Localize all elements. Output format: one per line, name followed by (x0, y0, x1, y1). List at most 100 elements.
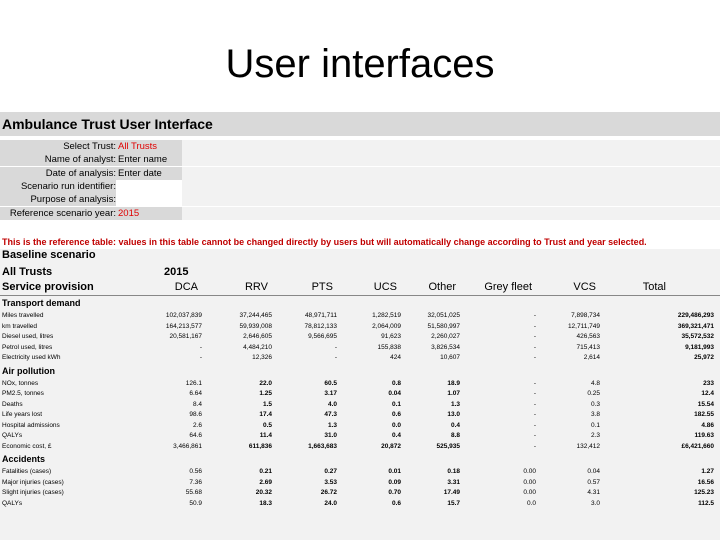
table-cell: 98.6 (189, 411, 202, 418)
section-heading: Air pollution (2, 365, 55, 376)
table-cell: 24.0 (324, 499, 337, 507)
table-cell: 3,826,534 (431, 343, 460, 351)
table-cell: 18.9 (447, 379, 460, 387)
table-cell: - (533, 432, 536, 439)
info-field-input[interactable]: Enter name (116, 153, 184, 167)
table-cell: - (533, 322, 536, 330)
table-cell: - (533, 379, 536, 387)
table-cell: 1.25 (259, 390, 272, 397)
table-cell: 37,244,465 (239, 312, 272, 319)
table-cell: 1.27 (701, 468, 714, 475)
table-row: Hospital admissions 2.6 0.5 1.3 0.0 0.4 - 0.1 4.… (0, 421, 720, 430)
table-cell: 91,623 (381, 333, 401, 340)
column-header: VCS (573, 281, 596, 293)
info-field-label: Name of analyst: (44, 154, 116, 166)
info-field-label: Purpose of analysis: (30, 194, 116, 206)
row-label: NOx, tonnes (2, 379, 39, 387)
info-field-input[interactable]: Enter date (116, 166, 184, 180)
info-field-row: Reference scenario year: 2015 (0, 206, 720, 220)
baseline-table: Baseline scenario All Trusts 2015 Servic… (0, 249, 720, 540)
empty-cells (182, 193, 720, 207)
table-cell: 4.86 (701, 421, 714, 429)
table-cell: 1,282,519 (372, 312, 401, 319)
notice-text: This is the reference table: values in t… (2, 237, 647, 247)
column-header: UCS (373, 281, 397, 293)
table-cell: 0.09 (388, 478, 401, 486)
table-cell: 3.31 (447, 478, 460, 486)
table-cell: 4.0 (327, 400, 337, 408)
table-cell: 164,213,577 (165, 322, 202, 330)
table-cell: 3.53 (324, 478, 337, 486)
table-cell: 2,260,027 (431, 333, 460, 340)
table-cell: 369,321,471 (677, 322, 714, 330)
info-field-input[interactable] (116, 180, 184, 193)
row-label: km travelled (2, 322, 38, 330)
info-field-input[interactable] (116, 193, 184, 206)
table-row: QALYs 50.9 18.3 24.0 0.6 15.7 0.0 3.0 112.5 (0, 499, 720, 508)
table-cell: 4,484,210 (243, 343, 272, 351)
table-cell: 715,413 (576, 343, 601, 351)
table-cell: 22.0 (259, 379, 272, 387)
table-cell: 0.56 (189, 468, 202, 475)
table-cell: 1.5 (262, 400, 272, 408)
table-cell: 16.56 (697, 478, 714, 486)
table-cell: 2.3 (590, 432, 600, 439)
label-cell-bg (0, 166, 116, 180)
table-cell: - (533, 312, 536, 319)
table-cell: 20.32 (255, 489, 272, 496)
trust-name: All Trusts (2, 266, 53, 278)
column-header: Other (428, 281, 456, 293)
table-cell: 13.0 (447, 411, 460, 418)
table-cell: 0.18 (447, 468, 460, 475)
table-cell: 1.3 (450, 400, 460, 408)
table-row: QALYs 64.6 11.4 31.0 0.4 8.8 - 2.3 119.63 (0, 431, 720, 440)
table-cell: - (533, 343, 536, 351)
table-cell: 0.3 (590, 400, 600, 408)
info-field-row: Name of analyst: Enter name (0, 153, 720, 167)
table-cell: 0.8 (391, 379, 401, 387)
row-label: Miles travelled (2, 312, 44, 319)
table-cell: 7,898,734 (571, 312, 600, 319)
info-field-row: Scenario run identifier: (0, 179, 720, 193)
table-cell: 132,412 (576, 442, 601, 450)
slide-title: User interfaces (225, 42, 495, 86)
section-heading: Transport demand (2, 298, 81, 308)
table-cell: 15.7 (447, 499, 460, 507)
table-row: PM2.5, tonnes 6.64 1.25 3.17 0.04 1.07 - 0.25 12… (0, 389, 720, 398)
section-heading: Accidents (2, 454, 46, 464)
table-cell: 126.1 (185, 379, 202, 387)
column-header: RRV (244, 281, 268, 293)
table-row: Miles travelled 102,037,839 37,244,465 48,9… (0, 311, 720, 320)
table-cell: 7.36 (189, 478, 202, 486)
table-cell: 0.6 (391, 411, 401, 418)
table-cell: 32,051,025 (427, 312, 460, 319)
ui-title: Ambulance Trust User Interface (0, 112, 720, 136)
row-label: Deaths (2, 400, 23, 408)
table-cell: 12,326 (252, 354, 272, 361)
spreadsheet-ui: Ambulance Trust User Interface Select Tr… (0, 112, 720, 540)
table-cell: 0.00 (523, 478, 536, 486)
info-field-label: Select Trust: (63, 141, 116, 152)
info-field-label: Scenario run identifier: (20, 180, 116, 192)
row-label: QALYs (2, 432, 23, 439)
row-label: Petrol used, litres (2, 343, 53, 351)
table-cell: 12,711,749 (567, 322, 600, 330)
table-cell: 233 (703, 379, 714, 387)
column-header: PTS (311, 281, 333, 293)
table-cell: 8.8 (450, 432, 460, 439)
column-header: Service provision (2, 281, 94, 293)
table-row: km travelled 164,213,577 59,939,008 78,812,… (0, 322, 720, 331)
info-field-input[interactable]: 2015 (116, 206, 184, 220)
column-header-row: Service provision DCA RRV PTS UCS Other Grey f… (0, 281, 720, 296)
table-row: Life years lost 98.6 17.4 47.3 0.6 13.0 - 3.8 18… (0, 410, 720, 419)
table-cell: 112.5 (698, 499, 714, 507)
table-row: Deaths 8.4 1.5 4.0 0.1 1.3 - 0.3 15.54 (0, 400, 720, 409)
info-field-input[interactable]: All Trusts (116, 140, 184, 153)
table-cell: 119.63 (694, 432, 714, 439)
table-cell: 59,939,008 (239, 322, 272, 330)
table-cell: 35,572,532 (681, 333, 714, 340)
table-cell: 20,872 (381, 442, 401, 450)
table-cell: 26.72 (320, 489, 337, 496)
empty-cells (182, 179, 720, 193)
table-cell: 50.9 (189, 499, 202, 507)
